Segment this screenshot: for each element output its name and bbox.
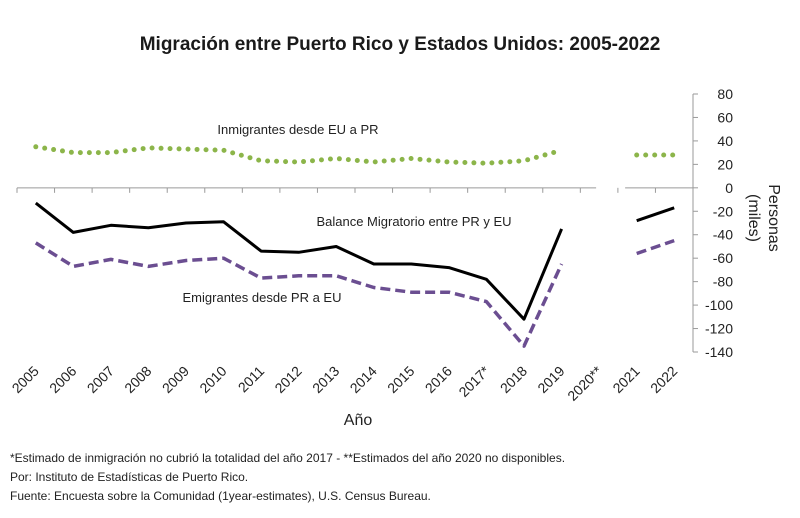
- immigrants-point: [523, 160, 525, 162]
- immigrants-point: [110, 152, 112, 154]
- y-tick-label: 40: [717, 133, 733, 149]
- y-axis-title: Personas(miles): [745, 184, 782, 252]
- x-axis-title: Año: [344, 412, 373, 429]
- immigrants-line: [33, 144, 565, 166]
- y-tick-label: -80: [713, 274, 733, 290]
- balance-label: Balance Migratorio entre PR y EU: [316, 214, 511, 229]
- x-tick-label: 2017*: [455, 362, 493, 400]
- y-tick-label: -100: [705, 297, 733, 313]
- x-tick-label: 2012: [271, 363, 304, 396]
- y-tick-label: -140: [705, 344, 733, 360]
- chart-series: [33, 144, 677, 348]
- y-tick-label: 20: [717, 156, 733, 172]
- x-tick-label: 2015: [384, 363, 417, 396]
- y-tick-label: -60: [713, 250, 733, 266]
- x-tick-label: 2005: [9, 363, 42, 396]
- x-tick-label: 2016: [422, 363, 455, 396]
- immigrants-point: [485, 162, 487, 164]
- emigrants-point: [335, 275, 337, 277]
- footnote-source: Fuente: Encuesta sobre la Comunidad (1ye…: [10, 489, 431, 503]
- footnote-estimates: *Estimado de inmigración no cubrió la to…: [10, 451, 566, 465]
- balance-line: [34, 201, 563, 321]
- footnote-author: Por: Instituto de Estadísticas de Puerto…: [10, 470, 249, 484]
- y-tick-label: -40: [713, 227, 733, 243]
- y-tick-label: 60: [717, 109, 733, 125]
- emigrants-point: [260, 277, 262, 279]
- x-tick-label: 2009: [159, 363, 192, 396]
- x-tick-label: 2018: [497, 363, 530, 396]
- x-tick-label: 2006: [46, 363, 79, 396]
- chart-title: Migración entre Puerto Rico y Estados Un…: [139, 34, 661, 55]
- y-tick-label: -20: [713, 203, 733, 219]
- immigrants-point: [561, 149, 563, 151]
- x-tick-label: 2014: [347, 363, 380, 396]
- immigrants-label: Inmigrantes desde EU a PR: [217, 122, 378, 137]
- x-tick-label: 2022: [647, 363, 680, 396]
- x-tick-label: 2011: [235, 363, 268, 396]
- x-tick-label: 2013: [309, 363, 342, 396]
- y-tick-label: 80: [717, 86, 733, 102]
- emigrants-line: [636, 238, 675, 256]
- immigrants-point: [147, 147, 149, 149]
- x-tick-label: 2007: [84, 363, 117, 396]
- immigrants-point: [298, 161, 300, 163]
- emigrants-line: [34, 241, 564, 348]
- x-tick-label: 2021: [609, 363, 642, 396]
- x-tick-label: 2019: [534, 363, 567, 396]
- emigrants-label: Emigrantes desde PR a EU: [183, 290, 342, 305]
- x-tick-label: 2010: [196, 363, 229, 396]
- x-tick-label: 2020**: [564, 362, 605, 403]
- y-tick-label: -120: [705, 321, 733, 337]
- y-tick-label: 0: [725, 180, 733, 196]
- x-tick-label: 2008: [121, 363, 154, 396]
- balance-line: [636, 206, 675, 223]
- chart-axes: [16, 93, 698, 353]
